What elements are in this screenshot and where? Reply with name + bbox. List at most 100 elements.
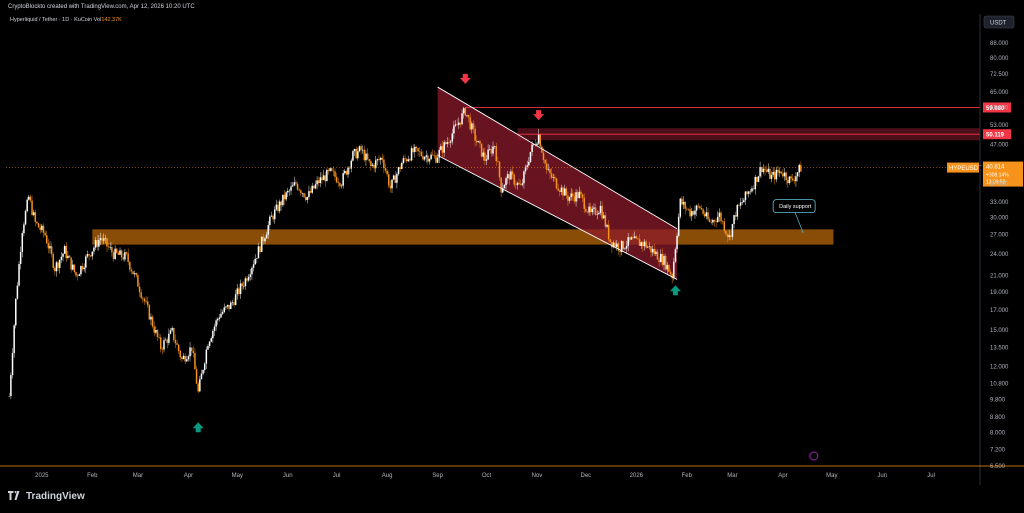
- candle-body: [422, 156, 424, 160]
- candle-body: [469, 117, 471, 130]
- candle-body: [156, 330, 159, 337]
- candle-body: [190, 347, 193, 352]
- candle-body: [199, 379, 201, 392]
- candle-body: [418, 151, 421, 152]
- symbol-legend[interactable]: Hyperliquid / Tether · 1D · KuCoin Vol14…: [10, 17, 122, 23]
- candle-body: [272, 215, 274, 220]
- last-price-countdown: 13:39:50: [986, 180, 1006, 186]
- candle-body: [101, 238, 103, 241]
- price-tick-label: 27.000: [990, 233, 1009, 239]
- candle-body: [409, 159, 411, 161]
- candle-body: [142, 297, 144, 299]
- candle-body: [205, 349, 208, 364]
- candle-body: [425, 155, 427, 158]
- candle-body: [783, 172, 786, 177]
- candle-body: [656, 251, 659, 260]
- candle-body: [86, 254, 89, 257]
- time-axis: 2025 Feb Mar Apr May Jun Jul Aug Sep Oct Nov Dec 202…: [0, 465, 1024, 479]
- candle-body: [796, 172, 799, 177]
- candle-body: [254, 258, 256, 265]
- candle-body: [153, 326, 155, 333]
- candle-body: [549, 169, 551, 174]
- candle-body: [68, 255, 71, 258]
- last-price-box: [983, 161, 1023, 187]
- candle-body: [725, 231, 727, 235]
- candle-body: [94, 240, 97, 248]
- candle-body: [760, 167, 763, 173]
- candle-body: [192, 351, 195, 354]
- candle-body: [684, 201, 686, 209]
- candle-body: [502, 188, 504, 193]
- candle-body: [215, 320, 217, 327]
- candle-body: [441, 146, 444, 153]
- candle-body: [563, 188, 566, 196]
- candle-body: [738, 204, 740, 206]
- candle-body: [337, 182, 340, 184]
- candle-body: [581, 194, 584, 198]
- candle-body: [632, 237, 634, 239]
- candle-body: [633, 236, 636, 239]
- resistance-price-label: 59.080: [986, 106, 1005, 112]
- candle-body: [270, 215, 273, 217]
- descending-channel: [437, 87, 678, 280]
- candle-body: [75, 271, 77, 276]
- candle-body: [798, 164, 800, 173]
- channel-upper-line: [437, 86, 678, 230]
- candle-body: [173, 327, 175, 340]
- candle-body: [765, 170, 768, 172]
- candle-body: [303, 193, 305, 198]
- legend-vol-value: 142.37K: [101, 17, 122, 23]
- candle-body: [752, 188, 755, 190]
- candle-body: [41, 225, 43, 230]
- time-tick-label: Jul: [927, 473, 935, 479]
- candle-body: [775, 169, 778, 180]
- candle-body: [275, 204, 278, 210]
- candle-body: [545, 163, 548, 170]
- tradingview-logo[interactable]: TradingView: [8, 491, 85, 502]
- candle-body: [32, 212, 35, 216]
- candle-body: [679, 198, 682, 217]
- candle-body: [747, 191, 750, 194]
- candle-body: [438, 149, 441, 158]
- candle-body: [446, 142, 449, 144]
- candle-body: [316, 180, 318, 185]
- candle-body: [67, 255, 69, 259]
- candle-body: [700, 208, 703, 210]
- tradingview-logo-icon: [8, 491, 20, 500]
- candle-body: [480, 143, 483, 157]
- candle-body: [26, 199, 28, 212]
- symbol-tag-label: HYPEUSDT: [949, 166, 982, 172]
- candle-body: [503, 185, 506, 189]
- time-tick-label: Mar: [727, 473, 737, 479]
- last-price-value: 40.814: [986, 165, 1005, 171]
- candle-body: [677, 216, 680, 236]
- candle-body: [493, 146, 496, 147]
- candle-body: [629, 237, 631, 240]
- candle-body: [495, 146, 498, 162]
- candle-body: [718, 212, 721, 217]
- candle-body: [36, 221, 38, 224]
- price-chart[interactable]: 59.080 50.119 HYPEUSDT 40.814 +308.14%13:39:…: [0, 14, 1024, 485]
- candle-body: [788, 176, 791, 184]
- candle-body: [304, 197, 307, 200]
- candle-body: [467, 114, 470, 118]
- candle-body: [267, 225, 269, 235]
- chart-area[interactable]: 59.080 50.119 HYPEUSDT 40.814 +308.14% 13:39:…: [0, 14, 1024, 485]
- candle-body: [461, 113, 463, 125]
- candle-body: [169, 330, 172, 334]
- candle-body: [542, 152, 545, 160]
- candle-body: [345, 170, 348, 175]
- candle-body: [707, 212, 709, 220]
- candle-body: [163, 340, 165, 350]
- candle-body: [791, 178, 794, 181]
- candle-body: [733, 215, 735, 225]
- candle-body: [410, 148, 413, 161]
- candle-body: [203, 363, 206, 371]
- candle-body: [370, 161, 372, 166]
- candle-body: [529, 151, 532, 162]
- candle-body: [601, 205, 603, 219]
- candle-body: [454, 124, 457, 126]
- candle-body: [200, 373, 203, 380]
- price-tick-label: 15.000: [990, 328, 1009, 334]
- candle-body: [513, 174, 515, 185]
